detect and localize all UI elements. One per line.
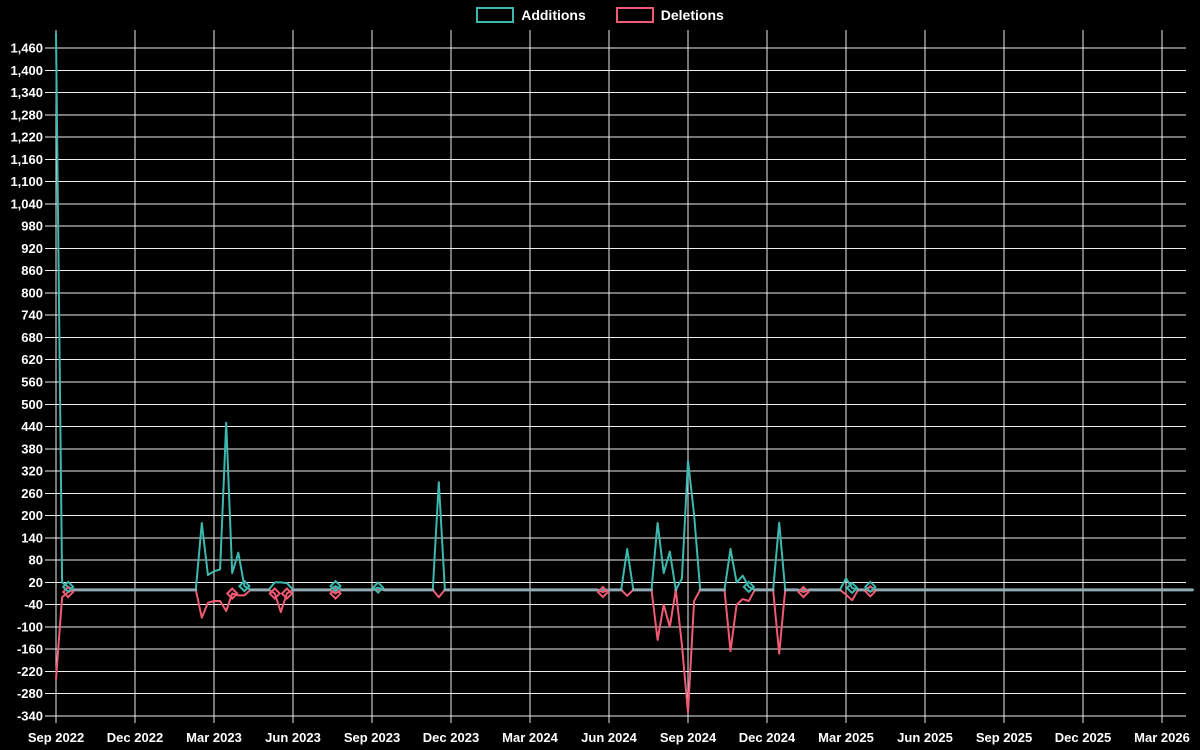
y-tick-label: -340 <box>17 709 43 724</box>
legend-item-additions[interactable]: Additions <box>476 7 586 23</box>
y-tick-label: -40 <box>24 597 43 612</box>
x-tick-label: Dec 2023 <box>423 730 479 745</box>
deletions-swatch-icon <box>615 7 654 23</box>
y-tick-label: 440 <box>21 419 43 434</box>
x-tick-label: Mar 2025 <box>818 730 874 745</box>
y-tick-label: 260 <box>21 486 43 501</box>
data-point-diamond-icon <box>237 579 251 593</box>
y-tick-label: 1,340 <box>10 85 43 100</box>
x-tick-label: Dec 2025 <box>1055 730 1111 745</box>
legend-item-deletions[interactable]: Deletions <box>615 7 724 23</box>
data-point-diamond-icon <box>280 587 294 600</box>
data-point-diamond-icon <box>225 587 239 600</box>
gridlines <box>45 30 1186 723</box>
y-tick-label: 740 <box>21 308 43 323</box>
y-tick-label: 20 <box>29 575 43 590</box>
y-tick-label: 1,160 <box>10 152 43 167</box>
x-axis-labels: Sep 2022 Dec 2022 Mar 2023 Jun 2023 Sep 2023… <box>28 730 1190 745</box>
x-tick-label: Mar 2026 <box>1134 730 1190 745</box>
data-point-diamond-icon <box>371 581 385 595</box>
y-tick-label: 800 <box>21 285 43 300</box>
legend-label-deletions: Deletions <box>660 7 724 23</box>
deletions-line <box>55 588 1194 714</box>
point-markers <box>61 579 877 600</box>
y-tick-label: 80 <box>29 553 43 568</box>
data-point-diamond-icon <box>845 581 859 595</box>
data-point-diamond-icon <box>329 579 342 593</box>
y-tick-label: 320 <box>21 464 43 479</box>
y-tick-label: -280 <box>17 686 43 701</box>
additions-swatch-icon <box>476 7 515 23</box>
y-tick-label: 560 <box>21 375 43 390</box>
data-point-diamond-icon <box>268 587 282 600</box>
x-tick-label: Mar 2023 <box>186 730 242 745</box>
x-tick-label: Sep 2023 <box>344 730 400 745</box>
x-tick-label: Sep 2025 <box>976 730 1032 745</box>
y-tick-label: 620 <box>21 352 43 367</box>
data-point-diamond-icon <box>863 580 877 594</box>
y-tick-label: 980 <box>21 219 43 234</box>
y-tick-label: 1,220 <box>10 130 43 145</box>
y-tick-label: 920 <box>21 241 43 256</box>
y-tick-label: 140 <box>21 530 43 545</box>
y-tick-label: 680 <box>21 330 43 345</box>
x-tick-label: Sep 2022 <box>28 730 84 745</box>
y-tick-label: -220 <box>17 664 43 679</box>
y-tick-label: 1,460 <box>10 41 43 56</box>
x-tick-label: Jun 2025 <box>897 730 953 745</box>
data-point-diamond-icon <box>61 580 75 594</box>
x-tick-label: Mar 2024 <box>502 730 558 745</box>
x-tick-label: Dec 2024 <box>739 730 796 745</box>
y-tick-label: 1,280 <box>10 107 43 122</box>
legend-label-additions: Additions <box>521 7 586 23</box>
data-point-diamond-icon <box>596 585 610 599</box>
y-tick-label: 1,100 <box>10 174 43 189</box>
data-point-diamond-icon <box>61 585 75 599</box>
y-tick-label: 380 <box>21 441 43 456</box>
chart-legend: Additions Deletions <box>0 7 1200 23</box>
data-point-diamond-icon <box>797 585 810 599</box>
y-tick-label: -100 <box>17 619 43 634</box>
x-tick-label: Sep 2024 <box>660 730 717 745</box>
y-tick-label: 860 <box>21 263 43 278</box>
data-point-diamond-icon <box>742 580 756 594</box>
y-tick-label: 500 <box>21 397 43 412</box>
y-tick-label: 200 <box>21 508 43 523</box>
y-tick-label: 1,400 <box>10 63 43 78</box>
y-axis-labels: 1,460 1,400 1,340 1,280 1,220 1,160 1,100 1,040… <box>10 41 43 724</box>
y-tick-label: 1,040 <box>10 196 43 211</box>
x-tick-label: Jun 2024 <box>581 730 637 745</box>
data-point-diamond-icon <box>329 587 342 600</box>
y-tick-label: -160 <box>17 642 43 657</box>
additions-line <box>55 32 1194 591</box>
x-tick-label: Dec 2022 <box>107 730 163 745</box>
x-tick-label: Jun 2023 <box>265 730 321 745</box>
